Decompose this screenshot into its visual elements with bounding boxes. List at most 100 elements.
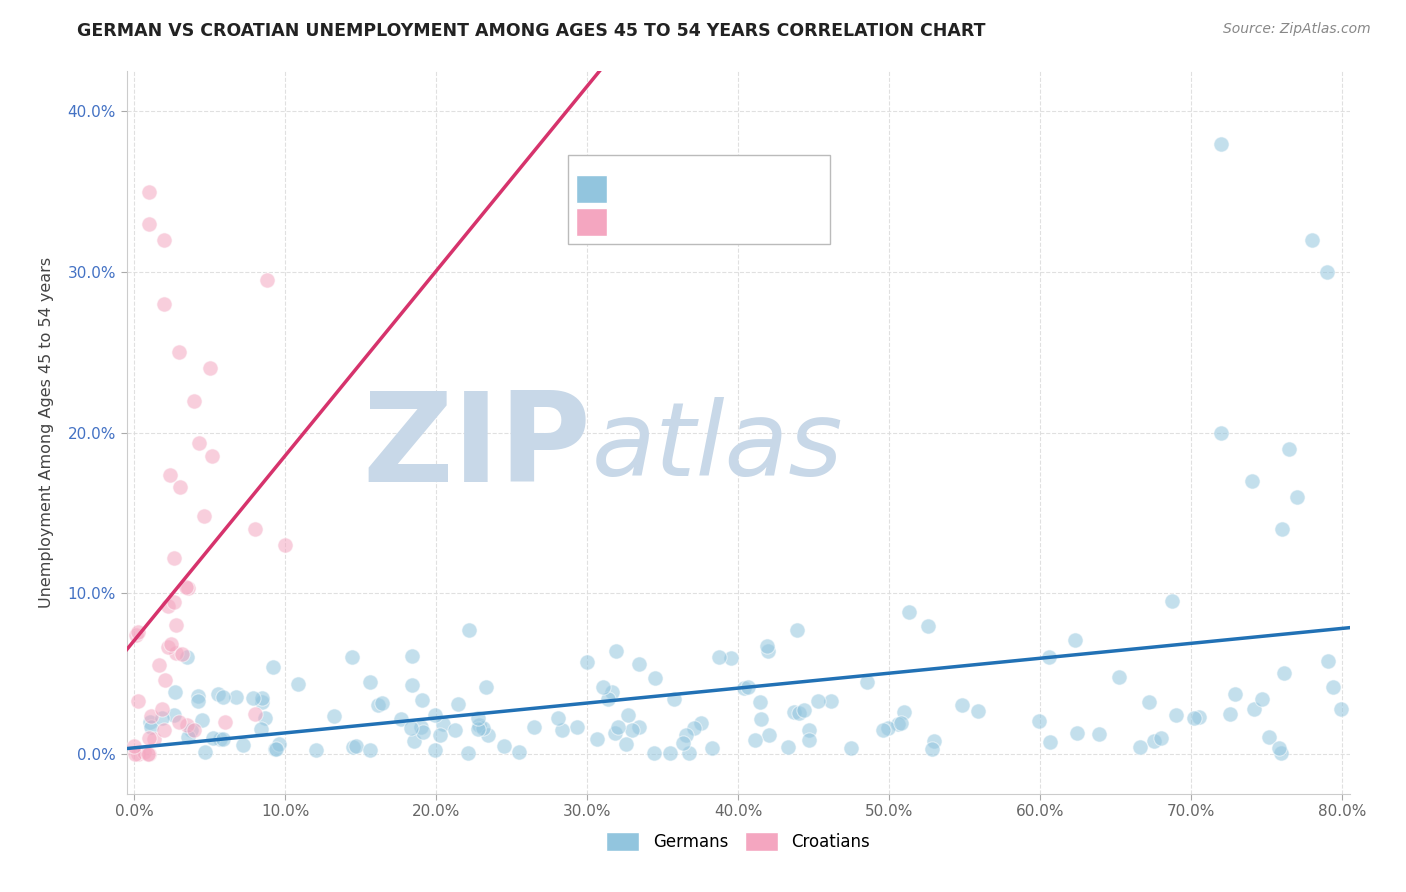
Point [163, 708, 186, 723]
Point [494, 739, 516, 753]
Point [134, 745, 156, 759]
Point [169, 345, 191, 359]
Point [159, 637, 181, 651]
Point [893, 705, 915, 719]
Point [1143, 734, 1166, 748]
Point [212, 690, 235, 705]
Point [472, 721, 495, 735]
Text: R = 0.663   N =  47: R = 0.663 N = 47 [614, 215, 776, 229]
Point [157, 599, 180, 613]
Point [855, 675, 877, 690]
Point [620, 723, 643, 738]
Y-axis label: Unemployment Among Ages 45 to 54 years: Unemployment Among Ages 45 to 54 years [39, 257, 53, 608]
Point [411, 720, 433, 734]
Point [603, 726, 626, 740]
Point [1150, 731, 1173, 745]
Point [153, 233, 176, 247]
Point [401, 648, 423, 663]
Point [720, 651, 742, 665]
Point [1268, 741, 1291, 756]
Point [799, 732, 821, 747]
Point [1223, 687, 1246, 701]
Point [174, 580, 197, 594]
Point [183, 393, 205, 408]
Point [1271, 522, 1294, 536]
Point [139, 714, 162, 729]
Point [457, 746, 479, 760]
Point [1330, 702, 1353, 716]
Point [917, 619, 939, 633]
Point [250, 722, 273, 736]
Legend: Germans, Croatians: Germans, Croatians [599, 825, 877, 858]
Point [177, 730, 200, 744]
Point [264, 742, 287, 756]
Point [1272, 665, 1295, 680]
Point [467, 711, 489, 725]
Point [876, 721, 898, 735]
Point [232, 738, 254, 752]
Point [177, 581, 200, 595]
Point [344, 739, 367, 753]
Point [256, 273, 278, 287]
Point [191, 713, 214, 727]
Point [467, 722, 489, 736]
Point [602, 685, 624, 699]
Point [367, 698, 389, 713]
Point [423, 742, 446, 756]
Point [432, 716, 454, 731]
Point [1164, 707, 1187, 722]
Point [1182, 711, 1205, 725]
Text: R = 0.288   N = 147: R = 0.288 N = 147 [614, 182, 782, 196]
Text: ZIP: ZIP [363, 386, 592, 508]
Point [136, 747, 159, 761]
Point [401, 677, 423, 691]
Point [1278, 442, 1301, 456]
Point [890, 716, 912, 731]
Point [142, 732, 165, 747]
Point [778, 739, 800, 754]
Point [1301, 233, 1323, 247]
Point [586, 732, 609, 747]
Point [340, 650, 363, 665]
Point [737, 680, 759, 694]
Point [565, 720, 588, 734]
Point [967, 704, 990, 718]
Point [606, 720, 628, 734]
Point [200, 449, 222, 463]
Point [921, 741, 943, 756]
Point [287, 677, 309, 691]
Point [605, 644, 627, 658]
Point [198, 361, 221, 376]
Point [457, 624, 479, 638]
Point [672, 736, 695, 750]
Point [1219, 706, 1241, 721]
Point [209, 731, 232, 746]
Point [267, 737, 290, 751]
Point [170, 648, 193, 662]
Point [551, 723, 574, 738]
Point [820, 694, 842, 708]
Point [163, 551, 186, 566]
Point [749, 695, 772, 709]
Point [262, 660, 284, 674]
Point [153, 723, 176, 737]
Point [839, 741, 862, 756]
Point [188, 435, 211, 450]
Point [734, 681, 756, 696]
Point [662, 692, 685, 706]
Point [359, 674, 381, 689]
Point [807, 693, 830, 707]
Point [169, 714, 191, 729]
Point [675, 728, 697, 742]
Point [389, 712, 412, 726]
Point [547, 711, 569, 725]
Point [1066, 725, 1088, 739]
Point [1211, 425, 1233, 440]
Point [683, 721, 706, 735]
Point [264, 741, 287, 756]
Point [122, 739, 145, 753]
Point [207, 687, 229, 701]
Point [125, 628, 148, 642]
Point [423, 708, 446, 723]
Point [523, 720, 546, 734]
